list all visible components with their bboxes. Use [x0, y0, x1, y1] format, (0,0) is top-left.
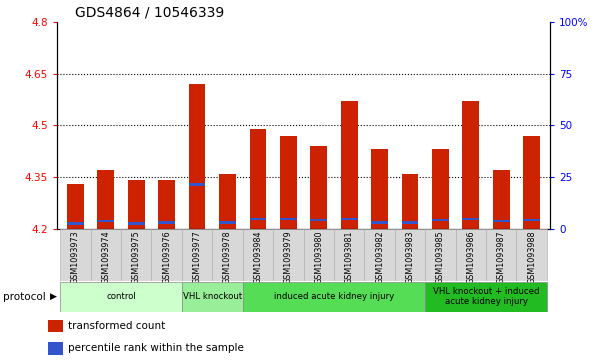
Bar [67, 184, 84, 229]
Text: GSM1093988: GSM1093988 [527, 230, 536, 284]
Bar [456, 229, 486, 281]
Bar [462, 218, 479, 220]
Text: GSM1093987: GSM1093987 [497, 230, 505, 284]
Text: GSM1093976: GSM1093976 [162, 230, 171, 284]
Text: GSM1093980: GSM1093980 [314, 230, 323, 284]
Bar [516, 229, 547, 281]
Text: induced acute kidney injury: induced acute kidney injury [274, 292, 394, 301]
Bar [60, 282, 182, 311]
Bar [280, 218, 297, 220]
Bar [189, 84, 206, 229]
Bar [212, 229, 243, 281]
Bar [243, 282, 425, 311]
Bar [158, 180, 175, 229]
Text: GSM1093982: GSM1093982 [375, 230, 384, 284]
Bar [432, 150, 449, 229]
Bar [182, 229, 212, 281]
Bar [48, 320, 63, 332]
Text: transformed count: transformed count [68, 321, 165, 331]
Bar [128, 180, 145, 229]
Bar [371, 150, 388, 229]
Bar [97, 170, 114, 229]
Text: protocol: protocol [3, 292, 46, 302]
Bar [60, 229, 91, 281]
Bar [371, 221, 388, 224]
Bar [341, 101, 358, 229]
Bar [432, 219, 449, 221]
Bar [67, 222, 84, 225]
Text: GSM1093985: GSM1093985 [436, 230, 445, 284]
Bar [334, 229, 364, 281]
Bar [273, 229, 304, 281]
Bar [189, 183, 206, 186]
Bar [151, 229, 182, 281]
Bar [249, 218, 266, 220]
Bar [121, 229, 151, 281]
Text: GSM1093981: GSM1093981 [344, 230, 353, 284]
Bar [401, 221, 418, 224]
Bar [182, 282, 243, 311]
Text: ▶: ▶ [50, 292, 56, 301]
Text: GSM1093984: GSM1093984 [254, 230, 263, 284]
Bar [91, 229, 121, 281]
Text: GSM1093977: GSM1093977 [192, 230, 201, 284]
Text: GSM1093979: GSM1093979 [284, 230, 293, 284]
Text: control: control [106, 292, 136, 301]
Bar [310, 146, 327, 229]
Bar [523, 219, 540, 221]
Bar [364, 229, 395, 281]
Bar [493, 220, 510, 222]
Text: GSM1093983: GSM1093983 [406, 230, 415, 284]
Text: percentile rank within the sample: percentile rank within the sample [68, 343, 244, 354]
Text: VHL knockout: VHL knockout [183, 292, 242, 301]
Bar [425, 282, 547, 311]
Bar [486, 229, 516, 281]
Bar [219, 174, 236, 229]
Bar [304, 229, 334, 281]
Text: GSM1093978: GSM1093978 [223, 230, 232, 284]
Bar [249, 129, 266, 229]
Bar [128, 222, 145, 225]
Bar [401, 174, 418, 229]
Bar [280, 136, 297, 229]
Bar [425, 229, 456, 281]
Bar [523, 136, 540, 229]
Bar [493, 170, 510, 229]
Bar [341, 218, 358, 220]
Text: VHL knockout + induced
acute kidney injury: VHL knockout + induced acute kidney inju… [433, 287, 539, 306]
Bar [310, 219, 327, 221]
Text: GSM1093974: GSM1093974 [102, 230, 110, 284]
Bar [462, 101, 479, 229]
Text: GSM1093975: GSM1093975 [132, 230, 141, 284]
Bar [97, 220, 114, 222]
Bar [219, 221, 236, 224]
Bar [243, 229, 273, 281]
Bar [48, 342, 63, 355]
Text: GDS4864 / 10546339: GDS4864 / 10546339 [75, 6, 224, 20]
Bar [395, 229, 425, 281]
Text: GSM1093986: GSM1093986 [466, 230, 475, 284]
Text: GSM1093973: GSM1093973 [71, 230, 80, 284]
Bar [158, 221, 175, 224]
